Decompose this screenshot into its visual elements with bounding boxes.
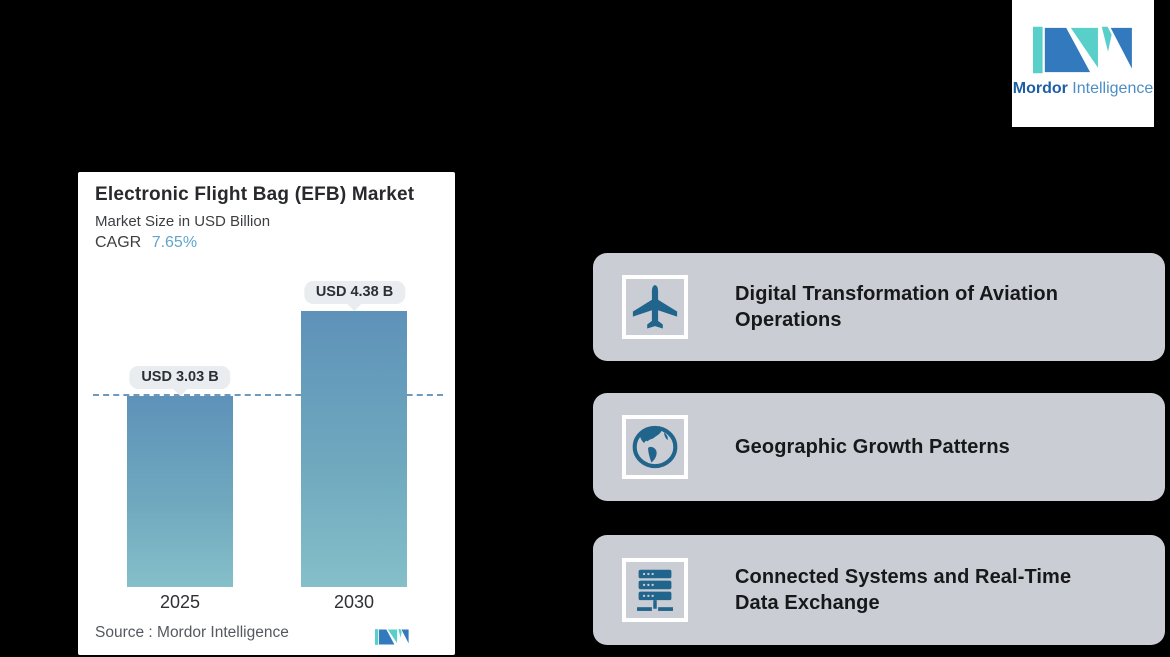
value-badge-2030: USD 4.38 B: [303, 281, 406, 304]
source-attribution: Source : Mordor Intelligence: [95, 624, 289, 641]
brand-logo-box: Mordor Intelligence: [1012, 0, 1154, 127]
chart-title: Electronic Flight Bag (EFB) Market: [95, 184, 415, 205]
highlight-label: Digital Transformation of Aviation Opera…: [735, 283, 1059, 331]
icon-frame: [622, 558, 688, 622]
bar-2030: [301, 311, 407, 587]
x-axis-label-2025: 2025: [159, 592, 201, 612]
brand-wordmark-secondary: Intelligence: [1072, 80, 1154, 97]
server-icon: [637, 569, 673, 611]
bar-2025: [127, 396, 233, 587]
value-badge-2025: USD 3.03 B: [129, 366, 231, 389]
highlight-card-geographic-growth: Geographic Growth Patterns: [593, 393, 1165, 501]
x-axis-label-2030: 2030: [333, 592, 375, 612]
cagr-row: CAGR 7.65%: [95, 234, 197, 252]
bar-chart-plot: USD 3.03 B USD 4.38 B: [93, 272, 443, 587]
brand-wordmark: Mordor Intelligence: [1013, 80, 1154, 98]
highlight-label: Geographic Growth Patterns: [735, 436, 1010, 458]
highlight-card-connected-systems: Connected Systems and Real-Time Data Exc…: [593, 535, 1165, 645]
highlight-card-digital-transformation: Digital Transformation of Aviation Opera…: [593, 253, 1165, 361]
market-chart-card: Electronic Flight Bag (EFB) Market Marke…: [78, 172, 455, 655]
cagr-label: CAGR: [95, 234, 142, 251]
reference-dashed-line: [93, 394, 443, 396]
globe-icon: [632, 425, 678, 469]
icon-frame: [622, 275, 688, 339]
brand-wordmark-primary: Mordor: [1012, 80, 1068, 97]
mordor-intelligence-mini-logo-icon: [375, 628, 409, 646]
airplane-icon: [632, 285, 678, 329]
highlight-label: Connected Systems and Real-Time Data Exc…: [735, 566, 1072, 614]
icon-frame: [622, 415, 688, 479]
chart-subtitle: Market Size in USD Billion: [95, 213, 271, 230]
mordor-intelligence-logo-icon: [1033, 26, 1133, 74]
cagr-value: 7.65%: [151, 234, 198, 251]
